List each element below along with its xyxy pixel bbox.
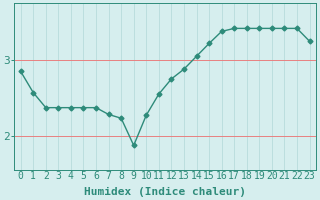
X-axis label: Humidex (Indice chaleur): Humidex (Indice chaleur)	[84, 186, 246, 197]
